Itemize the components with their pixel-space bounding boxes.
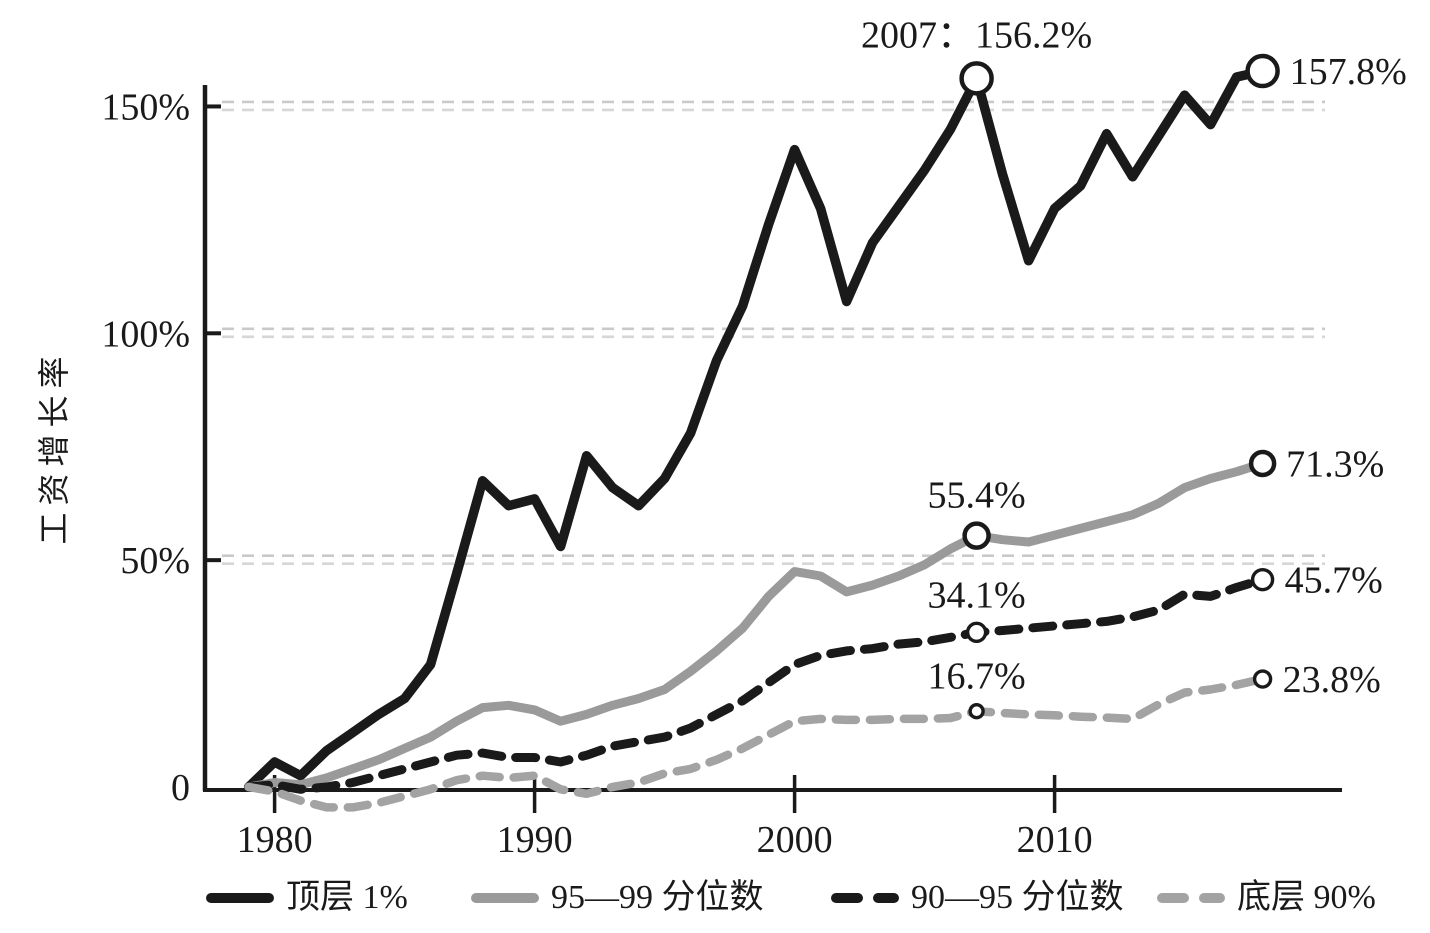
marker-p90-95-2018 bbox=[1250, 567, 1275, 592]
marker-top1-2007 bbox=[959, 61, 994, 96]
legend-label-top1: 顶层 1% bbox=[286, 879, 408, 916]
legend-swatch-p95-99 bbox=[471, 893, 539, 903]
y-tick-label-50%: 50% bbox=[120, 540, 190, 582]
y-tick-label-150%: 150% bbox=[101, 86, 190, 128]
annotation-p90-95-2018: 45.7% bbox=[1285, 560, 1383, 602]
annotation-p95-99-2018: 71.3% bbox=[1286, 444, 1384, 486]
series-line-p90-95 bbox=[244, 575, 1268, 794]
legend-swatch-top1 bbox=[206, 893, 274, 903]
annotation-p95-99-2007: 55.4% bbox=[928, 475, 1026, 517]
annotation-bottom90-2018: 23.8% bbox=[1283, 659, 1381, 701]
annotation-top1-2018: 157.8% bbox=[1290, 51, 1407, 93]
legend-item-bottom90: 底层 90% bbox=[1154, 878, 1376, 918]
y-axis-title: 工资增长率 bbox=[36, 349, 72, 545]
legend-item-p90-95: 90—95 分位数 bbox=[828, 878, 1124, 918]
series-line-p95-99 bbox=[244, 459, 1268, 792]
legend-item-top1: 顶层 1% bbox=[203, 878, 408, 918]
marker-bottom90-2018 bbox=[1252, 669, 1273, 689]
series-line-bottom90 bbox=[244, 674, 1267, 812]
annotation-p90-95-2007: 34.1% bbox=[928, 574, 1026, 616]
x-tick-label-2000: 2000 bbox=[757, 819, 833, 861]
legend-item-p95-99: 95—99 分位数 bbox=[468, 878, 764, 918]
annotation-bottom90-2007: 16.7% bbox=[928, 656, 1026, 698]
series-line-top1 bbox=[243, 66, 1268, 792]
marker-p95-99-2018 bbox=[1248, 449, 1277, 478]
legend-swatch-bottom90 bbox=[1157, 893, 1225, 903]
legend-swatch-p90-95 bbox=[831, 893, 899, 903]
x-tick-label-1990: 1990 bbox=[497, 819, 573, 861]
legend-label-bottom90: 底层 90% bbox=[1237, 879, 1376, 916]
marker-p95-99-2007 bbox=[962, 521, 991, 550]
legend-label-p90-95: 90—95 分位数 bbox=[911, 879, 1124, 916]
marker-bottom90-2007 bbox=[968, 703, 985, 720]
legend-label-p95-99: 95—99 分位数 bbox=[551, 879, 764, 916]
x-tick-label-1980: 1980 bbox=[237, 819, 313, 861]
marker-top1-2018 bbox=[1245, 53, 1280, 89]
annotation-top1-2007: 2007：156.2% bbox=[861, 14, 1092, 56]
x-tick-label-2010: 2010 bbox=[1017, 819, 1093, 861]
marker-p90-95-2007 bbox=[965, 621, 988, 643]
y-tick-label-100%: 100% bbox=[101, 313, 190, 355]
y-tick-label-0: 0 bbox=[171, 767, 190, 809]
